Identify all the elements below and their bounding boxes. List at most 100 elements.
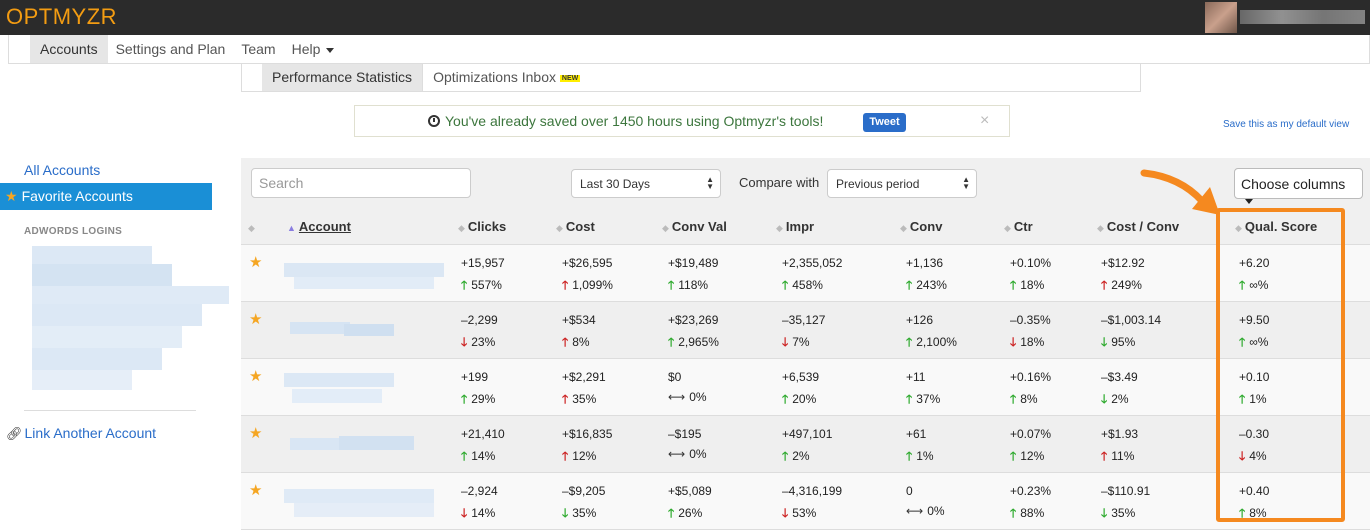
table-row[interactable]: ★ –2,924 🡓 14% –$9,205 🡓 35% +$5,089 🡑 26% –4,316,… bbox=[241, 473, 1370, 530]
arrow-up-icon: 🡑 bbox=[782, 392, 789, 406]
favorite-star-icon[interactable]: ★ bbox=[249, 482, 263, 499]
cell-change-percent: 18% bbox=[1020, 278, 1045, 292]
arrow-up-icon: 🡑 bbox=[562, 392, 569, 406]
tweet-button[interactable]: Tweet bbox=[863, 113, 906, 132]
user-avatar[interactable] bbox=[1205, 2, 1237, 33]
col-header-impr-label: Impr bbox=[785, 219, 815, 234]
cell-change-percent: 18% bbox=[1020, 335, 1045, 349]
save-default-view-link[interactable]: Save this as my default view bbox=[1223, 119, 1350, 130]
cell-change: 🡑 ∞% bbox=[1239, 276, 1268, 297]
table-row[interactable]: ★ +199 🡑 29% +$2,291 🡑 35% $0 ⟷ 0% +6,539 🡑 20% +11 🡑 3… bbox=[241, 359, 1370, 416]
favorite-star-icon[interactable]: ★ bbox=[249, 368, 263, 385]
arrow-up-icon: 🡑 bbox=[562, 335, 569, 349]
cell-value: +0.07% bbox=[1010, 427, 1052, 441]
nav-accounts[interactable]: Accounts bbox=[30, 35, 108, 63]
arrow-up-icon: 🡑 bbox=[1239, 335, 1246, 349]
cell-change: 🡑 26% bbox=[668, 504, 702, 525]
cell-change-percent: 8% bbox=[572, 335, 590, 349]
col-header-impr[interactable]: ◆ Impr bbox=[776, 219, 814, 234]
cell-change: 🡓 2% bbox=[1101, 390, 1129, 411]
cell-change: ⟷ 0% bbox=[668, 447, 707, 461]
cell-value: +126 bbox=[906, 313, 934, 327]
col-sort-star[interactable]: ◆ bbox=[248, 223, 255, 233]
arrow-up-icon: 🡑 bbox=[1010, 506, 1017, 520]
arrow-up-icon: 🡑 bbox=[562, 449, 569, 463]
cell-value: +0.10 bbox=[1239, 370, 1270, 384]
cell-change: 🡑 8% bbox=[562, 333, 590, 354]
cell-change-percent: 88% bbox=[1020, 506, 1045, 520]
col-header-conv[interactable]: ◆ Conv bbox=[900, 219, 942, 234]
arrow-up-icon: 🡑 bbox=[1101, 278, 1108, 292]
adwords-logins-list-redacted[interactable] bbox=[24, 244, 229, 394]
cell-change-percent: 12% bbox=[1020, 449, 1045, 463]
app-logo[interactable]: OPTMYZR bbox=[6, 4, 118, 29]
cell-change-percent: 12% bbox=[572, 449, 597, 463]
col-header-qual-score[interactable]: ◆ Qual. Score bbox=[1235, 219, 1317, 234]
col-header-qual-score-label: Qual. Score bbox=[1244, 219, 1318, 234]
link-another-account[interactable]: 🔗︎ Link Another Account bbox=[6, 425, 156, 442]
favorite-star-icon[interactable]: ★ bbox=[249, 254, 263, 271]
cell-change-percent: 35% bbox=[572, 392, 597, 406]
user-name-redacted[interactable] bbox=[1240, 10, 1365, 24]
cell-value: +$12.92 bbox=[1101, 256, 1145, 270]
sidebar-all-accounts[interactable]: All Accounts bbox=[24, 162, 101, 178]
col-header-cost[interactable]: ◆ Cost bbox=[556, 219, 595, 234]
cell-change: 🡑 12% bbox=[1010, 447, 1044, 468]
cell-change-percent: 95% bbox=[1111, 335, 1136, 349]
cell-change: 🡓 95% bbox=[1101, 333, 1135, 354]
arrow-up-icon: 🡑 bbox=[906, 335, 913, 349]
col-header-conv-val[interactable]: ◆ Conv Val bbox=[662, 219, 727, 234]
col-header-conv-label: Conv bbox=[909, 219, 943, 234]
col-header-cost-per-conv[interactable]: ◆ Cost / Conv bbox=[1097, 219, 1179, 234]
sort-icon: ◆ bbox=[900, 223, 907, 233]
table-row[interactable]: ★ +15,957 🡑 557% +$26,595 🡑 1,099% +$19,489 🡑 118… bbox=[241, 245, 1370, 302]
cell-value: –0.35% bbox=[1010, 313, 1051, 327]
cell-change-percent: 4% bbox=[1249, 449, 1267, 463]
cell-value: –$9,205 bbox=[562, 484, 606, 498]
adwords-logins-heading: ADWORDS LOGINS bbox=[24, 226, 123, 237]
cell-value: +$16,835 bbox=[562, 427, 613, 441]
table-row[interactable]: ★ –2,299 🡓 23% +$534 🡑 8% +$23,269 🡑 2,965% –35,12… bbox=[241, 302, 1370, 359]
sidebar-favorite-accounts[interactable]: ★ Favorite Accounts bbox=[0, 183, 212, 210]
choose-columns-button[interactable]: Choose columns bbox=[1234, 168, 1363, 204]
arrow-up-icon: 🡑 bbox=[1239, 506, 1246, 520]
arrow-up-icon: 🡑 bbox=[782, 449, 789, 463]
cell-change: 🡓 23% bbox=[461, 333, 495, 354]
sort-asc-icon: ▲ bbox=[287, 223, 296, 233]
sort-icon: ◆ bbox=[1004, 223, 1011, 233]
arrow-up-icon: 🡑 bbox=[461, 278, 468, 292]
select-arrows-icon: ▲ ▼ bbox=[962, 175, 970, 191]
col-header-account[interactable]: ▲ Account bbox=[287, 219, 351, 234]
cell-value: +199 bbox=[461, 370, 489, 384]
cell-change-percent: 458% bbox=[792, 278, 823, 292]
col-header-ctr-label: Ctr bbox=[1013, 219, 1033, 234]
cell-change: 🡑 1% bbox=[906, 447, 934, 468]
nav-help[interactable]: Help bbox=[284, 35, 343, 63]
date-range-select[interactable]: Last 30 Days ▲ ▼ bbox=[571, 169, 721, 198]
close-icon[interactable]: × bbox=[980, 112, 990, 129]
cell-change-percent: 1% bbox=[1249, 392, 1267, 406]
compare-period-select[interactable]: Previous period ▲ ▼ bbox=[827, 169, 977, 198]
col-header-clicks[interactable]: ◆ Clicks bbox=[458, 219, 506, 234]
arrow-down-icon: 🡓 bbox=[562, 506, 569, 520]
cell-change-percent: 7% bbox=[792, 335, 810, 349]
nav-settings-and-plan[interactable]: Settings and Plan bbox=[115, 41, 226, 57]
favorite-star-icon[interactable]: ★ bbox=[249, 311, 263, 328]
table-row[interactable]: ★ +21,410 🡑 14% +$16,835 🡑 12% –$195 ⟷ 0% +497,101… bbox=[241, 416, 1370, 473]
col-header-ctr[interactable]: ◆ Ctr bbox=[1004, 219, 1033, 234]
cell-value: +0.40 bbox=[1239, 484, 1270, 498]
cell-change: 🡑 35% bbox=[562, 390, 596, 411]
col-header-cost-label: Cost bbox=[565, 219, 595, 234]
cell-change: 🡓 18% bbox=[1010, 333, 1044, 354]
left-right-arrow-icon: ⟷ bbox=[668, 390, 686, 404]
cell-change: 🡑 88% bbox=[1010, 504, 1044, 525]
arrow-down-icon: 🡓 bbox=[782, 335, 789, 349]
arrow-up-icon: 🡑 bbox=[668, 506, 675, 520]
tab-optimizations-inbox[interactable]: Optimizations Inbox NEW bbox=[423, 64, 590, 91]
favorite-star-icon[interactable]: ★ bbox=[249, 425, 263, 442]
link-another-account-label: Link Another Account bbox=[24, 425, 157, 441]
sort-icon: ◆ bbox=[556, 223, 563, 233]
search-input[interactable]: Search bbox=[251, 168, 471, 198]
nav-team[interactable]: Team bbox=[241, 41, 276, 57]
tab-performance-statistics[interactable]: Performance Statistics bbox=[262, 64, 424, 91]
